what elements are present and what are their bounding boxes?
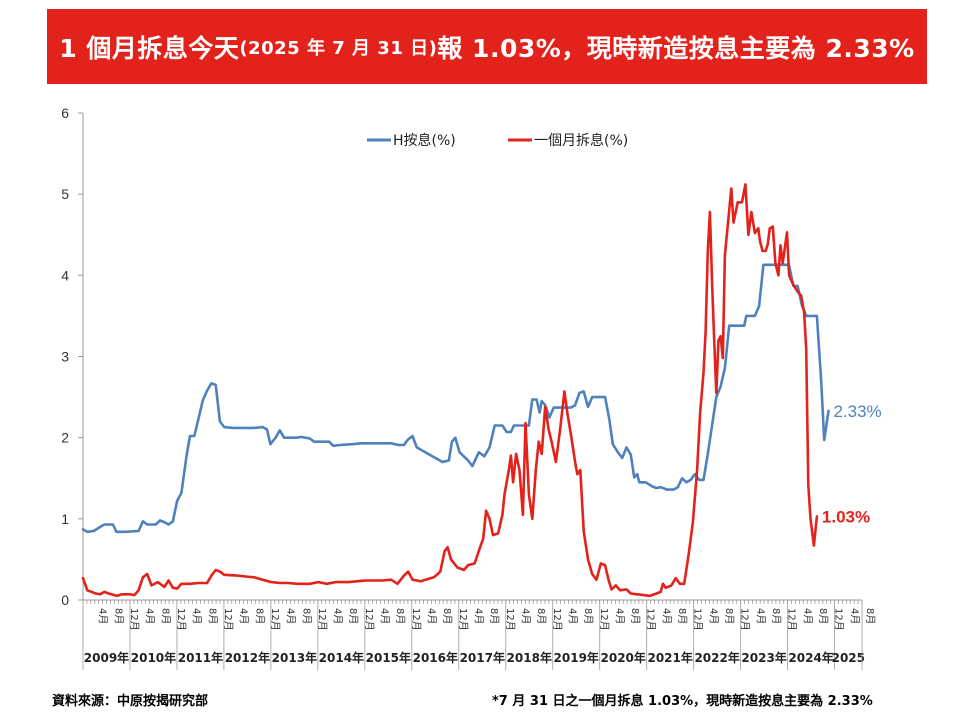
x-month-label: 4月 xyxy=(426,608,438,624)
x-month-label: 12月 xyxy=(833,608,845,631)
x-year-label: 2023年 xyxy=(741,650,786,665)
x-year-label: 2021年 xyxy=(647,650,692,665)
x-month-label: 12月 xyxy=(222,608,234,631)
x-month-label: 4月 xyxy=(238,608,250,624)
legend-label-1: 一個月拆息(%) xyxy=(534,132,628,149)
y-tick-label: 3 xyxy=(61,349,69,365)
x-month-label: 8月 xyxy=(394,608,406,624)
x-month-label: 8月 xyxy=(582,608,594,624)
x-month-label: 8月 xyxy=(253,608,265,624)
series-line-1 xyxy=(81,183,819,598)
series-end-label-1: 1.03% xyxy=(822,507,870,526)
x-year-label: 2015年 xyxy=(366,650,411,665)
x-year-label: 2018年 xyxy=(507,650,552,665)
y-tick-label: 5 xyxy=(61,186,69,202)
x-month-label: 12月 xyxy=(786,608,798,631)
x-year-label: 2024年 xyxy=(788,650,833,665)
y-tick-label: 0 xyxy=(61,592,69,608)
x-year-label: 2016年 xyxy=(413,650,458,665)
x-year-label: 2022年 xyxy=(694,650,739,665)
footnote: *7 月 31 日之一個月拆息 1.03%，現時新造按息主要為 2.33% xyxy=(492,694,873,709)
x-month-label: 12月 xyxy=(175,608,187,631)
x-year-label: 2014年 xyxy=(319,650,364,665)
series-line-0 xyxy=(81,263,830,534)
x-month-label: 4月 xyxy=(754,608,766,624)
x-month-label: 4月 xyxy=(191,608,203,624)
x-month-label: 12月 xyxy=(316,608,328,631)
title-banner: 1 個月拆息今天 (2025 年 7 月 31 日) 報 1.03%，現時新造按息主… xyxy=(47,9,927,84)
x-month-label: 8月 xyxy=(629,608,641,624)
legend-label-0: H按息(%) xyxy=(393,132,456,149)
x-month-label: 4月 xyxy=(144,608,156,624)
x-year-label: 2017年 xyxy=(460,650,505,665)
title-part1: 1 個月拆息今天 xyxy=(59,33,240,63)
x-month-label: 4月 xyxy=(848,608,860,624)
x-month-label: 8月 xyxy=(300,608,312,624)
x-month-label: 4月 xyxy=(660,608,672,624)
x-month-label: 8月 xyxy=(112,608,124,624)
x-month-label: 4月 xyxy=(519,608,531,624)
x-year-label: 2019年 xyxy=(554,650,599,665)
x-month-label: 8月 xyxy=(347,608,359,624)
x-month-label: 4月 xyxy=(473,608,485,624)
x-month-label: 8月 xyxy=(488,608,500,624)
y-tick-label: 2 xyxy=(61,430,69,446)
x-year-label: 2011年 xyxy=(178,650,223,665)
x-year-label: 2010年 xyxy=(131,650,176,665)
x-month-label: 12月 xyxy=(457,608,469,631)
x-year-label: 2012年 xyxy=(225,650,270,665)
x-month-label: 12月 xyxy=(739,608,751,631)
y-tick-label: 4 xyxy=(61,267,69,283)
x-month-label: 4月 xyxy=(285,608,297,624)
title-part3: 報 1.03%，現時新造按息主要為 2.33% xyxy=(437,33,915,63)
x-month-label: 8月 xyxy=(441,608,453,624)
x-month-label: 12月 xyxy=(269,608,281,631)
source-note: 資料來源：中原按揭研究部 xyxy=(52,694,209,709)
x-month-label: 8月 xyxy=(864,608,876,624)
x-month-label: 12月 xyxy=(692,608,704,631)
x-month-label: 4月 xyxy=(379,608,391,624)
x-month-label: 8月 xyxy=(159,608,171,624)
x-month-label: 4月 xyxy=(707,608,719,624)
x-month-label: 8月 xyxy=(723,608,735,624)
x-month-label: 12月 xyxy=(128,608,140,631)
x-month-label: 4月 xyxy=(801,608,813,624)
x-month-label: 8月 xyxy=(770,608,782,624)
x-month-label: 12月 xyxy=(551,608,563,631)
x-year-label: 2013年 xyxy=(272,650,317,665)
x-month-label: 8月 xyxy=(206,608,218,624)
x-month-label: 12月 xyxy=(645,608,657,631)
x-month-label: 8月 xyxy=(535,608,547,624)
y-tick-label: 6 xyxy=(61,105,69,121)
x-month-label: 4月 xyxy=(332,608,344,624)
x-month-label: 8月 xyxy=(817,608,829,624)
x-year-label: 2009年 xyxy=(84,650,129,665)
x-month-label: 4月 xyxy=(97,608,109,624)
title-part2: (2025 年 7 月 31 日) xyxy=(239,37,438,59)
chart-series: 2.33% 1.03% xyxy=(81,183,882,598)
chart-legend: H按息(%) 一個月拆息(%) xyxy=(367,132,628,149)
x-month-label: 4月 xyxy=(613,608,625,624)
x-month-label: 12月 xyxy=(363,608,375,631)
series-end-label-0: 2.33% xyxy=(833,402,881,421)
x-month-label: 12月 xyxy=(410,608,422,631)
x-month-label: 4月 xyxy=(566,608,578,624)
x-year-label: 2025 xyxy=(832,651,865,665)
y-tick-label: 1 xyxy=(61,511,69,527)
x-year-label: 2020年 xyxy=(601,650,646,665)
x-month-label: 8月 xyxy=(676,608,688,624)
x-month-label: 12月 xyxy=(504,608,516,631)
x-month-label: 12月 xyxy=(598,608,610,631)
